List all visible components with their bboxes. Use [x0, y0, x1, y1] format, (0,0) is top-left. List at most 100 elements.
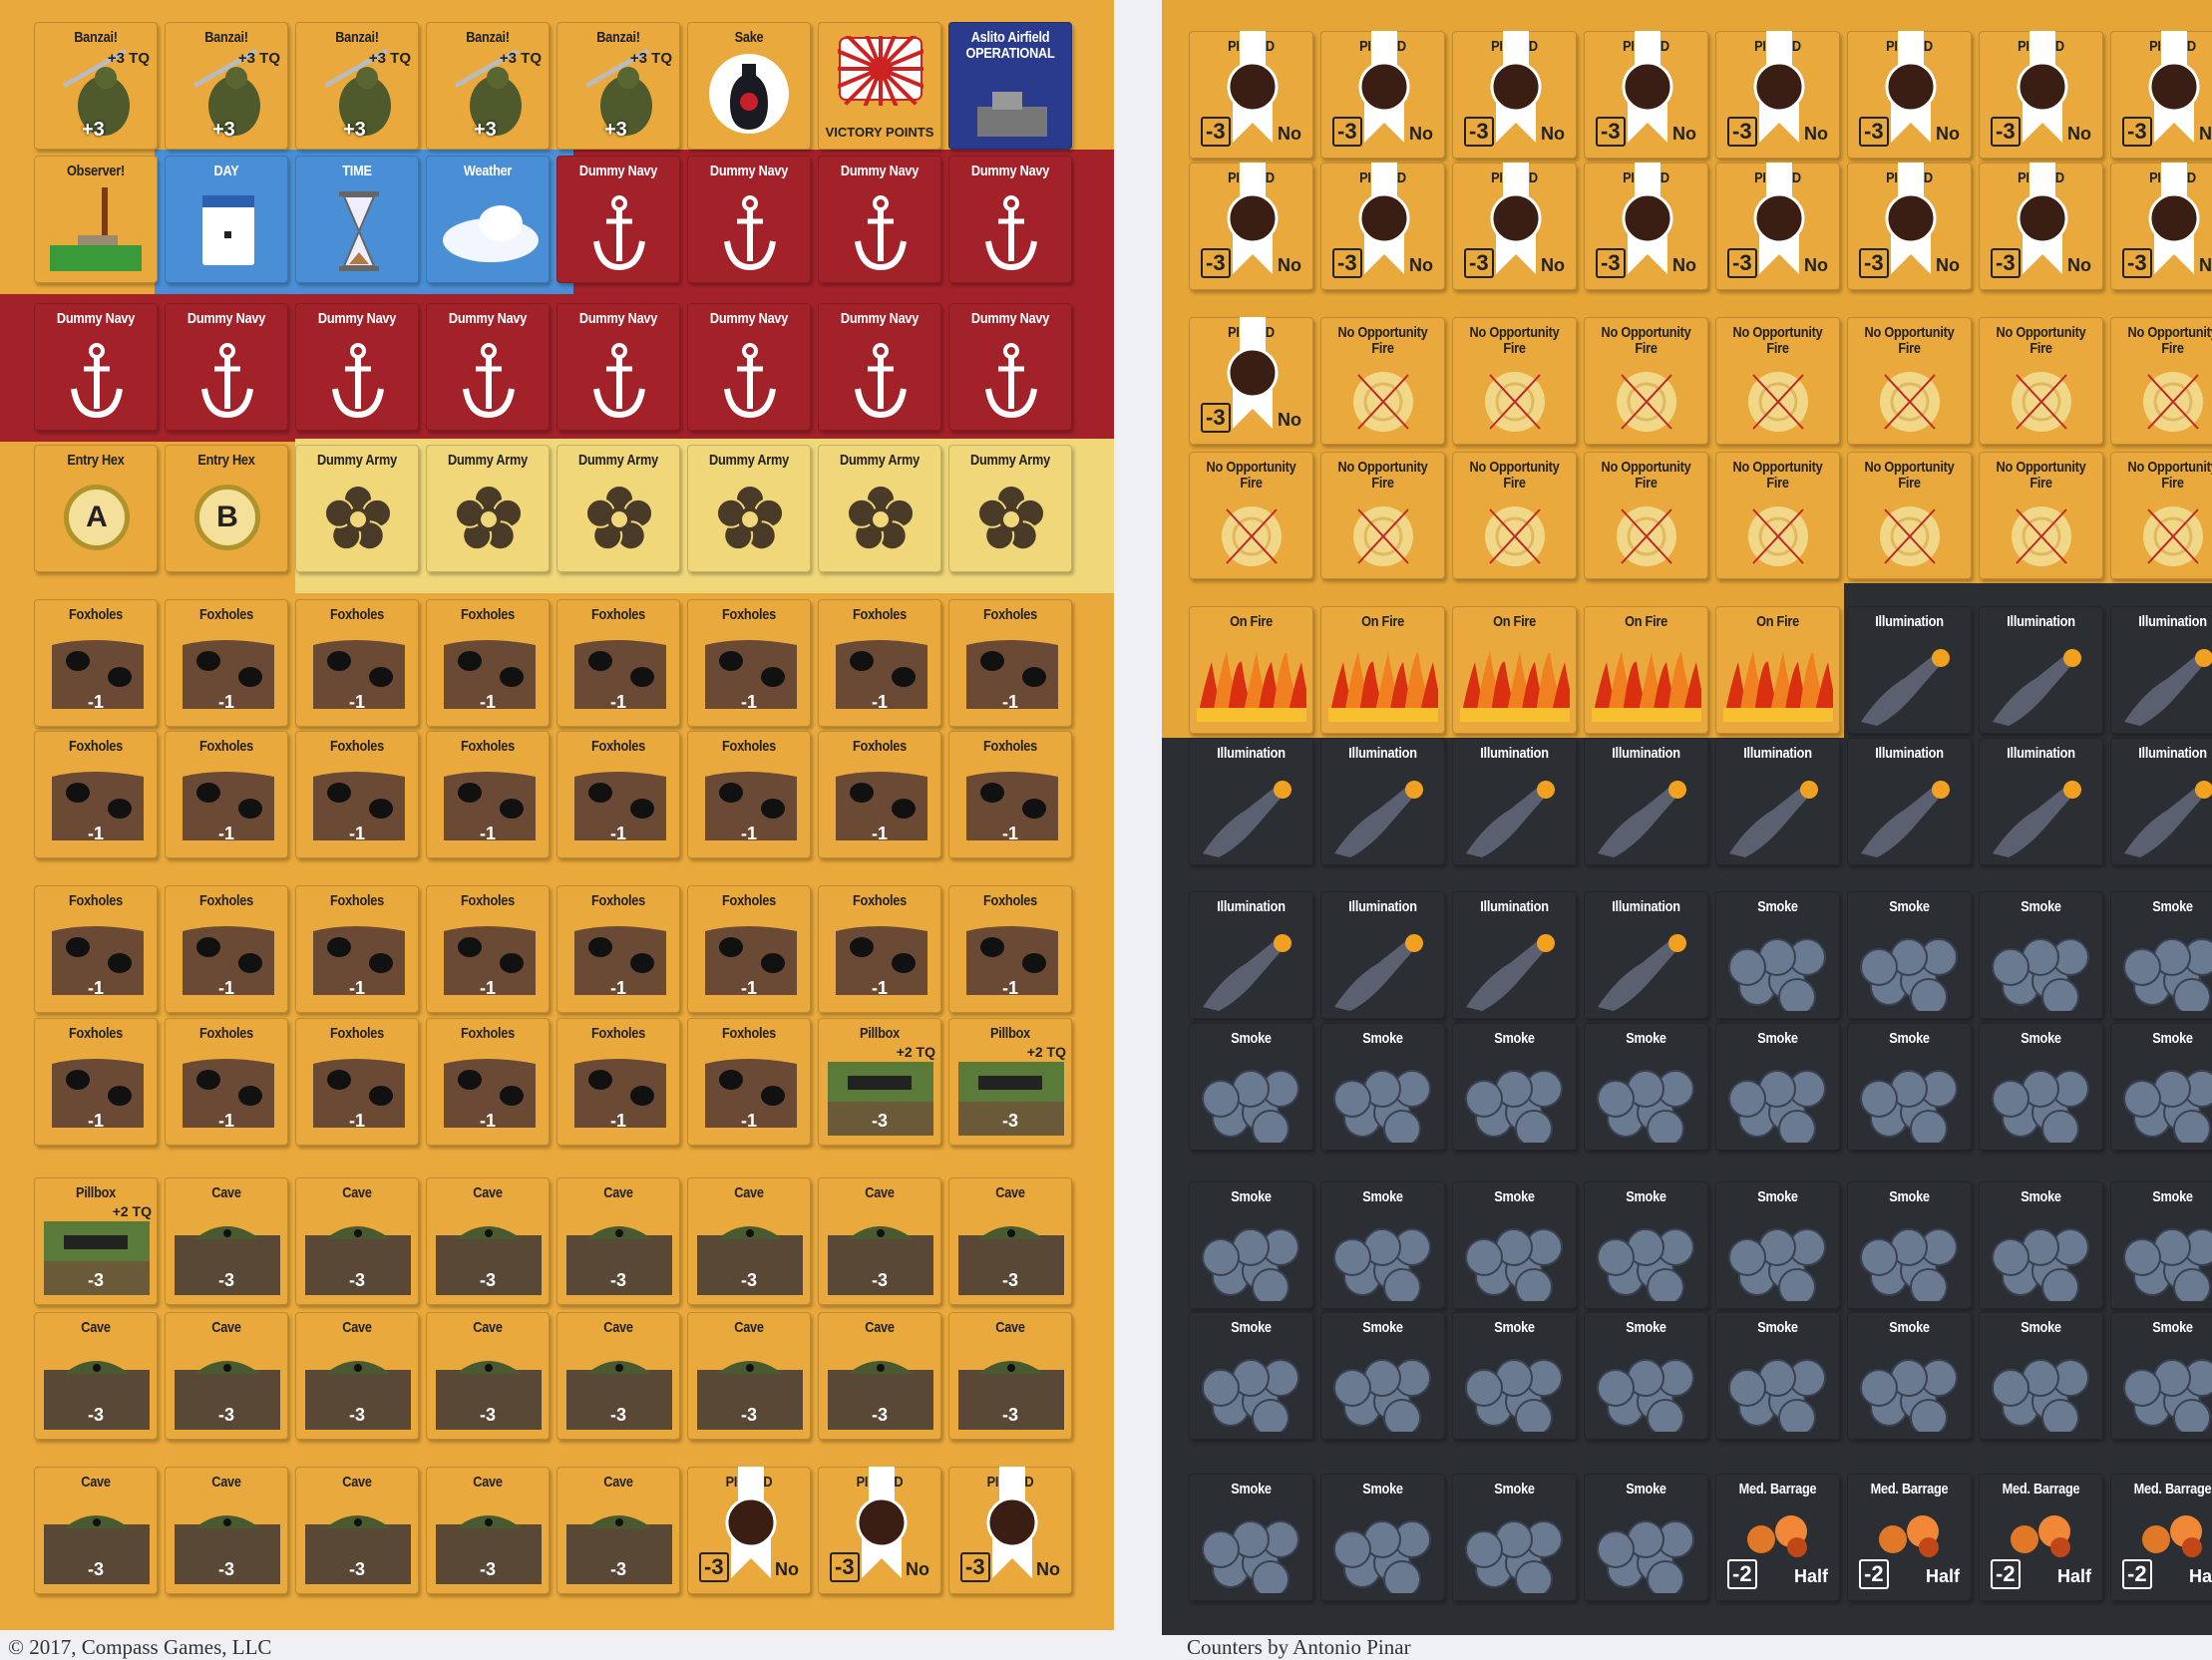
- counter-cave[interactable]: Cave -3: [165, 1467, 288, 1594]
- counter-cave[interactable]: Cave -3: [687, 1312, 811, 1440]
- counter-observer[interactable]: Observer!: [34, 156, 158, 283]
- counter-illum[interactable]: Illumination: [1847, 606, 1972, 734]
- counter-smoke[interactable]: Smoke: [2110, 1181, 2212, 1309]
- counter-foxhole[interactable]: Foxholes -1: [556, 599, 680, 727]
- counter-smoke[interactable]: Smoke: [2110, 1023, 2212, 1151]
- counter-onfire[interactable]: On Fire: [1584, 606, 1708, 734]
- counter-noop[interactable]: No Opportunity Fire: [1320, 452, 1445, 579]
- counter-smoke[interactable]: Smoke: [1584, 1312, 1708, 1440]
- counter-army[interactable]: Dummy Army: [295, 445, 419, 572]
- counter-foxhole[interactable]: Foxholes -1: [556, 885, 680, 1013]
- counter-navy[interactable]: Dummy Navy: [818, 156, 941, 283]
- counter-victory[interactable]: VICTORY POINTS: [818, 22, 941, 150]
- counter-banzai[interactable]: Banzai! +3 TQ +3: [556, 22, 680, 150]
- counter-smoke[interactable]: Smoke: [1452, 1023, 1577, 1151]
- counter-foxhole[interactable]: Foxholes -1: [34, 731, 158, 858]
- counter-noop[interactable]: No Opportunity Fire: [2110, 317, 2212, 445]
- counter-foxhole[interactable]: Foxholes -1: [34, 885, 158, 1013]
- counter-army[interactable]: Dummy Army: [556, 445, 680, 572]
- counter-smoke[interactable]: Smoke: [1847, 1312, 1972, 1440]
- counter-cave[interactable]: Cave -3: [556, 1467, 680, 1594]
- counter-illum[interactable]: Illumination: [1320, 738, 1445, 865]
- counter-cave[interactable]: Cave -3: [948, 1312, 1072, 1440]
- counter-foxhole[interactable]: Foxholes -1: [34, 599, 158, 727]
- counter-banzai[interactable]: Banzai! +3 TQ +3: [426, 22, 550, 150]
- counter-barrage[interactable]: Med. Barrage -2 Half: [2110, 1474, 2212, 1601]
- counter-smoke[interactable]: Smoke: [1979, 891, 2103, 1019]
- counter-noop[interactable]: No Opportunity Fire: [1320, 317, 1445, 445]
- counter-banzai[interactable]: Banzai! +3 TQ +3: [34, 22, 158, 150]
- counter-smoke[interactable]: Smoke: [1189, 1181, 1313, 1309]
- counter-army[interactable]: Dummy Army: [948, 445, 1072, 572]
- counter-foxhole[interactable]: Foxholes -1: [165, 885, 288, 1013]
- counter-foxhole[interactable]: Foxholes -1: [818, 885, 941, 1013]
- counter-navy[interactable]: Dummy Navy: [556, 156, 680, 283]
- counter-noop[interactable]: No Opportunity Fire: [1979, 452, 2103, 579]
- counter-noop[interactable]: No Opportunity Fire: [1452, 317, 1577, 445]
- counter-smoke[interactable]: Smoke: [1847, 1181, 1972, 1309]
- counter-pinned[interactable]: PINNED -3 No: [1715, 163, 1840, 290]
- counter-smoke[interactable]: Smoke: [1320, 1474, 1445, 1601]
- counter-barrage[interactable]: Med. Barrage -2 Half: [1847, 1474, 1972, 1601]
- counter-onfire[interactable]: On Fire: [1452, 606, 1577, 734]
- counter-smoke[interactable]: Smoke: [1715, 1181, 1840, 1309]
- counter-smoke[interactable]: Smoke: [1189, 1312, 1313, 1440]
- counter-noop[interactable]: No Opportunity Fire: [1847, 452, 1972, 579]
- counter-pillbox[interactable]: Pillbox +2 TQ -3: [948, 1018, 1072, 1146]
- counter-cave[interactable]: Cave -3: [818, 1312, 941, 1440]
- counter-smoke[interactable]: Smoke: [2110, 891, 2212, 1019]
- counter-foxhole[interactable]: Foxholes -1: [295, 1018, 419, 1146]
- counter-cave[interactable]: Cave -3: [165, 1177, 288, 1305]
- counter-foxhole[interactable]: Foxholes -1: [426, 599, 550, 727]
- counter-cave[interactable]: Cave -3: [295, 1312, 419, 1440]
- counter-smoke[interactable]: Smoke: [1320, 1181, 1445, 1309]
- counter-onfire[interactable]: On Fire: [1320, 606, 1445, 734]
- counter-foxhole[interactable]: Foxholes -1: [165, 1018, 288, 1146]
- counter-foxhole[interactable]: Foxholes -1: [687, 885, 811, 1013]
- counter-smoke[interactable]: Smoke: [1320, 1312, 1445, 1440]
- counter-smoke[interactable]: Smoke: [1452, 1474, 1577, 1601]
- counter-navy[interactable]: Dummy Navy: [556, 303, 680, 431]
- counter-banzai[interactable]: Banzai! +3 TQ +3: [165, 22, 288, 150]
- counter-pinned[interactable]: PINNED -3 No: [818, 1467, 941, 1594]
- counter-pinned[interactable]: PINNED -3 No: [1189, 317, 1313, 445]
- counter-smoke[interactable]: Smoke: [2110, 1312, 2212, 1440]
- counter-noop[interactable]: No Opportunity Fire: [1715, 452, 1840, 579]
- counter-foxhole[interactable]: Foxholes -1: [295, 885, 419, 1013]
- counter-navy[interactable]: Dummy Navy: [165, 303, 288, 431]
- counter-pinned[interactable]: PINNED -3 No: [948, 1467, 1072, 1594]
- counter-banzai[interactable]: Banzai! +3 TQ +3: [295, 22, 419, 150]
- counter-cave[interactable]: Cave -3: [426, 1177, 550, 1305]
- counter-navy[interactable]: Dummy Navy: [426, 303, 550, 431]
- counter-pinned[interactable]: PINNED -3 No: [1452, 163, 1577, 290]
- counter-navy[interactable]: Dummy Navy: [295, 303, 419, 431]
- counter-pinned[interactable]: PINNED -3 No: [2110, 163, 2212, 290]
- counter-onfire[interactable]: On Fire: [1715, 606, 1840, 734]
- counter-cave[interactable]: Cave -3: [165, 1312, 288, 1440]
- counter-foxhole[interactable]: Foxholes -1: [948, 599, 1072, 727]
- counter-pinned[interactable]: PINNED -3 No: [1979, 31, 2103, 159]
- counter-cave[interactable]: Cave -3: [818, 1177, 941, 1305]
- counter-pillbox[interactable]: Pillbox +2 TQ -3: [818, 1018, 941, 1146]
- counter-sake[interactable]: Sake: [687, 22, 811, 150]
- counter-noop[interactable]: No Opportunity Fire: [1847, 317, 1972, 445]
- counter-foxhole[interactable]: Foxholes -1: [948, 731, 1072, 858]
- counter-army[interactable]: Dummy Army: [426, 445, 550, 572]
- counter-foxhole[interactable]: Foxholes -1: [687, 1018, 811, 1146]
- counter-noop[interactable]: No Opportunity Fire: [1189, 452, 1313, 579]
- counter-illum[interactable]: Illumination: [1715, 738, 1840, 865]
- counter-smoke[interactable]: Smoke: [1584, 1181, 1708, 1309]
- counter-noop[interactable]: No Opportunity Fire: [2110, 452, 2212, 579]
- counter-pinned[interactable]: PINNED -3 No: [1189, 163, 1313, 290]
- counter-foxhole[interactable]: Foxholes -1: [295, 731, 419, 858]
- counter-pinned[interactable]: PINNED -3 No: [1979, 163, 2103, 290]
- counter-navy[interactable]: Dummy Navy: [948, 303, 1072, 431]
- counter-foxhole[interactable]: Foxholes -1: [426, 1018, 550, 1146]
- counter-foxhole[interactable]: Foxholes -1: [687, 731, 811, 858]
- counter-cave[interactable]: Cave -3: [34, 1467, 158, 1594]
- counter-smoke[interactable]: Smoke: [1452, 1312, 1577, 1440]
- counter-illum[interactable]: Illumination: [1189, 738, 1313, 865]
- counter-cave[interactable]: Cave -3: [295, 1177, 419, 1305]
- counter-illum[interactable]: Illumination: [2110, 606, 2212, 734]
- counter-smoke[interactable]: Smoke: [1847, 891, 1972, 1019]
